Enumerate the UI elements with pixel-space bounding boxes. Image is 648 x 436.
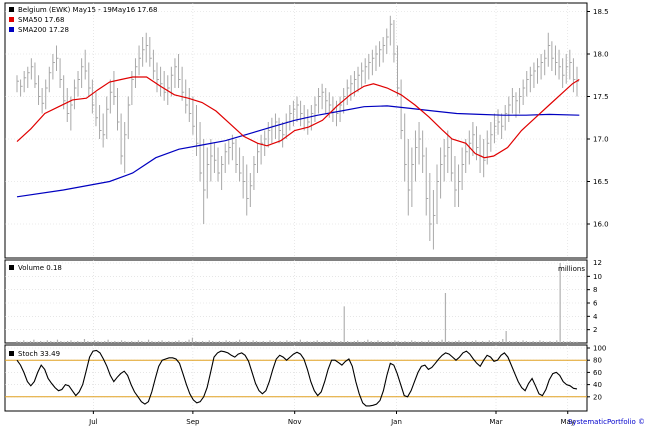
credit-text: SystematicPortfolio © [568, 418, 645, 426]
stochastic-line [16, 349, 578, 407]
price-tick-label: 16.0 [593, 221, 609, 229]
volume-tick-label: 10 [593, 273, 602, 281]
x-tick-label: Sep [186, 418, 200, 426]
price-axis-ticks: 16.0 16.5 17.0 17.5 18.0 18.5 [587, 8, 609, 229]
price-bars [16, 15, 579, 250]
sma200-legend-label: SMA200 17.28 [18, 26, 69, 34]
price-tick-label: 16.5 [593, 178, 609, 186]
sma200-line [16, 105, 580, 198]
stochastic-legend-swatch [9, 351, 14, 356]
stochastic-tick-label: 40 [593, 381, 602, 389]
x-tick-label: Jan [390, 418, 402, 426]
price-tick-label: 17.0 [593, 136, 609, 144]
price-tick-label: 17.5 [593, 93, 609, 101]
price-panel-frame [4, 2, 588, 259]
volume-legend-swatch [9, 265, 14, 270]
stochastic-tick-label: 100 [593, 345, 606, 353]
volume-tick-label: 12 [593, 259, 602, 267]
price-legend-label: Belgium (EWK) May15 - 19May16 17.68 [18, 6, 157, 14]
stochastic-tick-label: 80 [593, 357, 602, 365]
price-tick-label: 18.5 [593, 8, 609, 16]
volume-legend-label: Volume 0.18 [18, 264, 62, 272]
sma50-line [16, 76, 580, 159]
volume-bars [16, 263, 578, 343]
volume-tick-label: 4 [593, 313, 598, 321]
stochastic-legend: Stoch 33.49 [9, 350, 60, 358]
volume-tick-label: 6 [593, 300, 598, 308]
stochastic-tick-label: 60 [593, 369, 602, 377]
volume-tick-label: 8 [593, 286, 597, 294]
volume-tick-label: 2 [593, 326, 597, 334]
volume-panel-frame [4, 259, 588, 344]
stochastic-panel-frame [4, 344, 588, 412]
stochastic-tick-label: 20 [593, 393, 602, 401]
volume-unit-label: millions [558, 265, 585, 273]
sma50-legend-label: SMA50 17.68 [18, 16, 64, 24]
price-tick-label: 18.0 [593, 51, 609, 59]
price-gridlines [5, 3, 587, 258]
x-tick-label: Nov [288, 418, 302, 426]
stochastic-legend-label: Stoch 33.49 [18, 350, 60, 358]
stochastic-panel: 20 40 60 80 100 Stoch 33.49 [4, 344, 606, 412]
sma50-legend-swatch [9, 17, 14, 22]
stochastic-bands [5, 359, 587, 398]
x-axis-labels: Jul Sep Nov Jan Mar May [88, 411, 575, 426]
volume-panel: 2 4 6 8 10 12 millions Volume 0.18 [4, 259, 602, 344]
sma200-legend-swatch [9, 27, 14, 32]
x-tick-label: Mar [489, 418, 502, 426]
volume-axis-ticks: 2 4 6 8 10 12 [587, 259, 602, 334]
x-tick-label: May [561, 418, 575, 426]
volume-gridlines [5, 260, 587, 343]
price-legend-swatch [9, 7, 14, 12]
price-panel: 16.0 16.5 17.0 17.5 18.0 18.5 Belgium (EWK) M… [4, 2, 609, 259]
stochastic-axis-ticks: 20 40 60 80 100 [587, 345, 606, 401]
price-legend: Belgium (EWK) May15 - 19May16 17.68 SMA5… [9, 6, 157, 34]
volume-legend: Volume 0.18 [9, 264, 62, 272]
x-tick-label: Jul [88, 418, 98, 426]
